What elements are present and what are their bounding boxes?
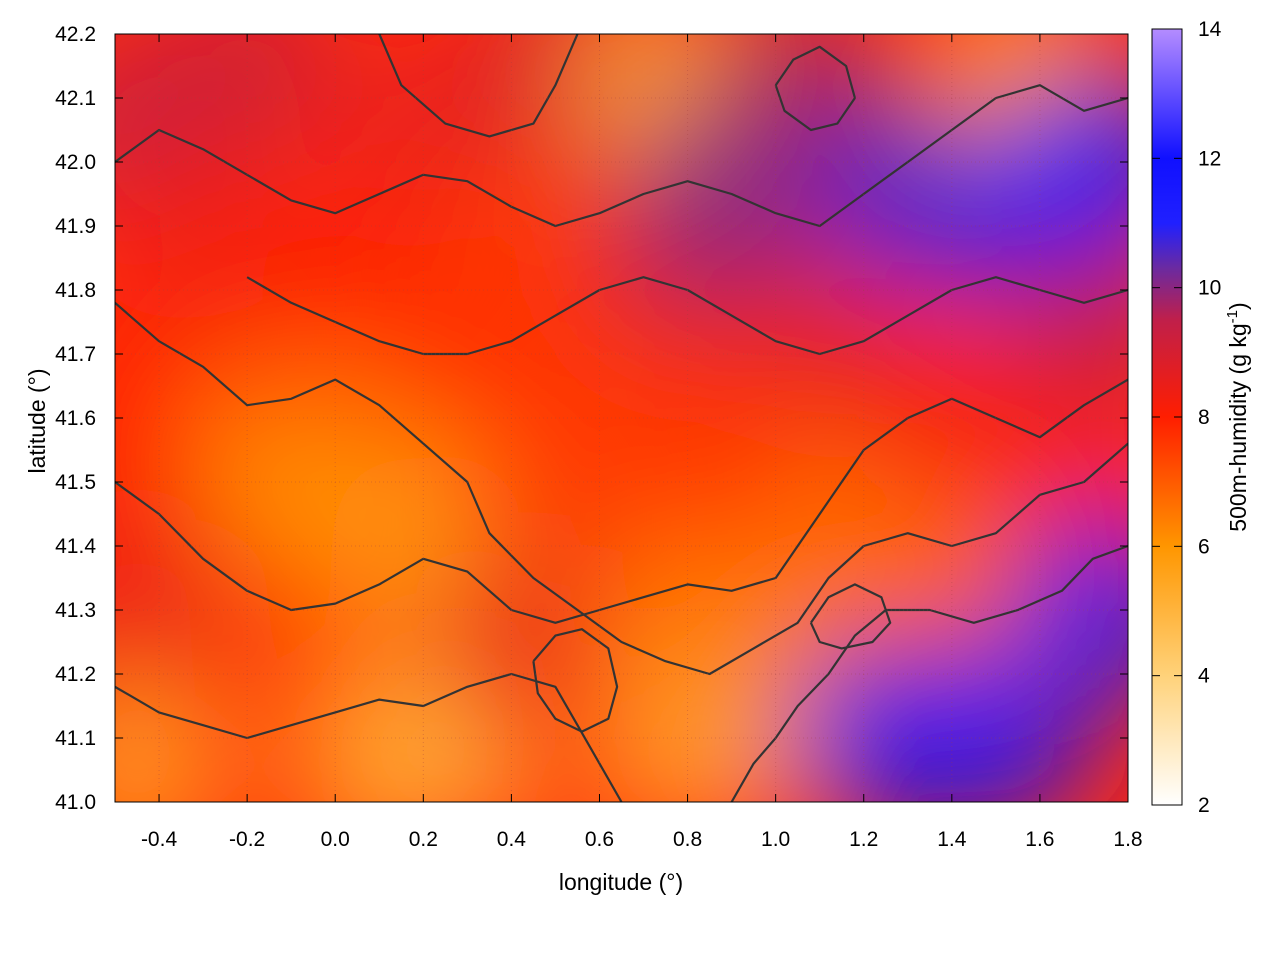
contour-line-7 (532, 628, 619, 733)
x-tick-label-1: -0.2 (229, 828, 265, 851)
field-sample-5 (152, 34, 343, 161)
x-tick-label-11: 1.8 (1113, 828, 1142, 851)
x-tick-label-7: 1.0 (761, 828, 790, 851)
plot-area: -0.4 -0.2 0.0 0.2 0.4 0.6 0.8 1.0 1.2 1.4 1.6 1.8 4… (55, 23, 1143, 851)
x-axis-ticks: -0.4 -0.2 0.0 0.2 0.4 0.6 0.8 1.0 1.2 1.4 1.6 1.8 (141, 34, 1143, 851)
y-tick-label-10: 42.0 (55, 151, 96, 174)
y-axis-ticks: 41.0 41.1 41.2 41.3 41.4 41.5 41.6 41.7 41.8 41.9… (55, 23, 1128, 814)
field-sample-40 (1011, 227, 1128, 417)
contour-line-4 (115, 84, 1128, 228)
field-sample-2 (115, 515, 232, 705)
x-tick-label-10: 1.6 (1025, 828, 1054, 851)
x-tick-label-9: 1.4 (937, 828, 967, 851)
y-tick-label-11: 42.1 (55, 87, 96, 110)
y-tick-label-7: 41.7 (55, 343, 96, 366)
contour-line-1 (115, 378, 1128, 624)
colorbar-title-exponent: -1 (1224, 310, 1241, 323)
grid-lines (115, 34, 1128, 802)
colorbar-tick-label-4: 10 (1198, 277, 1221, 300)
x-tick-label-8: 1.2 (849, 828, 878, 851)
y-axis-title: latitude (°) (24, 368, 50, 473)
contour-line-6 (246, 276, 1128, 356)
field-sample-35 (900, 643, 1091, 802)
field-sample-39 (1011, 515, 1128, 705)
y-tick-label-2: 41.2 (55, 663, 96, 686)
y-tick-label-0: 41.0 (55, 791, 96, 814)
contour-line-9 (774, 45, 856, 132)
field-sample-41 (1011, 67, 1128, 257)
contour-line-0 (115, 301, 1128, 676)
colorbar-tick-label-3: 8 (1198, 406, 1210, 429)
x-tick-label-3: 0.2 (409, 828, 438, 851)
colorbar-tick-label-1: 4 (1198, 665, 1210, 688)
y-tick-label-12: 42.2 (55, 23, 96, 46)
x-tick-label-5: 0.6 (585, 828, 614, 851)
x-tick-label-0: -0.4 (141, 828, 178, 851)
contour-line-5 (378, 34, 579, 138)
y-tick-label-9: 41.9 (55, 215, 96, 238)
colorbar-title: 500m-humidity (g kg-1) (1224, 302, 1251, 531)
y-tick-label-6: 41.6 (55, 407, 96, 430)
colorbar-tick-label-5: 12 (1198, 147, 1221, 170)
colorbar-ticks: 2 4 6 8 10 12 14 (1152, 18, 1222, 817)
contour-line-8 (809, 583, 892, 650)
y-tick-label-8: 41.8 (55, 279, 96, 302)
colorbar-title-close: ) (1225, 302, 1251, 310)
y-tick-label-3: 41.3 (55, 599, 96, 622)
field-sample-3 (115, 675, 232, 802)
x-axis-title: longitude (°) (559, 869, 683, 895)
colorbar-title-main: 500m-humidity (g kg (1225, 323, 1251, 531)
colorbar-tick-label-6: 14 (1198, 18, 1222, 41)
x-tick-label-6: 0.8 (673, 828, 702, 851)
colorbar-tick-label-0: 2 (1198, 794, 1210, 817)
x-tick-label-4: 0.4 (497, 828, 527, 851)
y-tick-label-1: 41.1 (55, 727, 96, 750)
y-tick-label-5: 41.5 (55, 471, 96, 494)
field-sample-17 (438, 131, 629, 321)
contour-line-2 (115, 672, 623, 802)
contour-lines (115, 34, 1128, 802)
x-tick-label-2: 0.0 (321, 828, 350, 851)
y-tick-label-4: 41.4 (55, 535, 96, 558)
colorbar: 2 4 6 8 10 12 14 500m-humidity (g kg-1) (1151, 18, 1251, 817)
colorbar-tick-label-2: 6 (1198, 535, 1210, 558)
